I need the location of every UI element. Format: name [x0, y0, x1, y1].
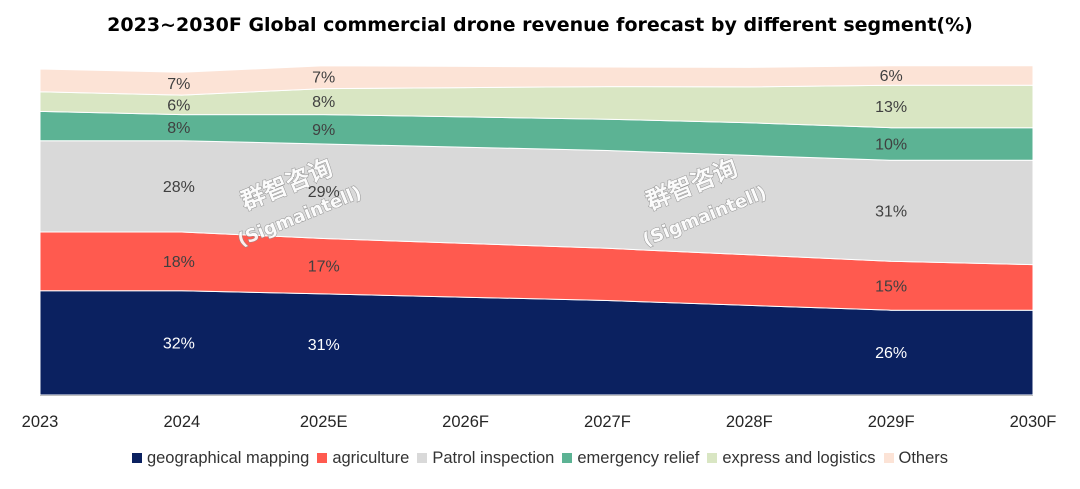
legend-item: agriculture: [317, 449, 409, 468]
series-area-others: [39, 65, 1034, 96]
legend-label: geographical mapping: [146, 449, 310, 467]
data-label: 26%: [875, 345, 907, 362]
data-label: 9%: [312, 122, 335, 139]
legend-item: geographical mapping: [131, 449, 310, 468]
data-label: 6%: [167, 97, 190, 114]
x-tick-label: 2027F: [584, 413, 631, 431]
data-label: 7%: [312, 70, 335, 87]
data-label: 13%: [875, 99, 907, 116]
x-tick-label: 2024: [163, 413, 200, 431]
x-tick-label: 2025E: [300, 413, 348, 431]
data-label: 10%: [875, 136, 907, 153]
legend-label: Others: [898, 449, 949, 467]
chart-legend: geographical mapping agriculture Patrol in…: [0, 449, 1080, 468]
chart-title: 2023~2030F Global commercial drone reven…: [107, 14, 973, 36]
data-label: 18%: [163, 254, 195, 271]
data-label: 28%: [163, 179, 195, 196]
data-label: 6%: [880, 68, 903, 85]
data-label: 31%: [308, 337, 340, 354]
x-tick-label: 2029F: [868, 413, 915, 431]
x-tick-label: 2030F: [1010, 413, 1057, 431]
legend-label: agriculture: [332, 449, 410, 467]
legend-item: emergency relief: [562, 449, 699, 468]
data-labels: 32% 31% 26% 18% 17% 15% 28% 29% 31% 8% 9% 10% 6% 8% 13…: [163, 68, 907, 362]
legend-swatch: [707, 453, 718, 463]
data-label: 15%: [875, 278, 907, 295]
legend-swatch: [883, 453, 894, 463]
x-tick-label: 2028F: [726, 413, 773, 431]
legend-item: express and logistics: [707, 449, 876, 468]
legend-swatch: [562, 453, 573, 463]
legend-swatch: [417, 453, 428, 463]
data-label: 8%: [312, 94, 335, 111]
data-label: 32%: [163, 335, 195, 352]
data-label: 31%: [875, 203, 907, 220]
x-axis-tick-labels: 2023 2024 2025E 2026F 2027F 2028F 2029F 2030F: [22, 413, 1057, 431]
legend-item: Patrol inspection: [417, 449, 554, 468]
legend-swatch: [317, 453, 328, 463]
legend-item: Others: [883, 449, 949, 468]
data-label: 7%: [167, 76, 190, 93]
data-label: 29%: [308, 184, 340, 201]
legend-swatch: [131, 453, 142, 463]
series-areas: [39, 65, 1034, 396]
x-tick-label: 2026F: [442, 413, 489, 431]
legend-label: emergency relief: [577, 449, 700, 467]
legend-label: express and logistics: [722, 449, 876, 467]
data-label: 8%: [167, 120, 190, 137]
x-tick-label: 2023: [22, 413, 59, 431]
data-label: 17%: [308, 259, 340, 276]
legend-label: Patrol inspection: [432, 449, 555, 467]
